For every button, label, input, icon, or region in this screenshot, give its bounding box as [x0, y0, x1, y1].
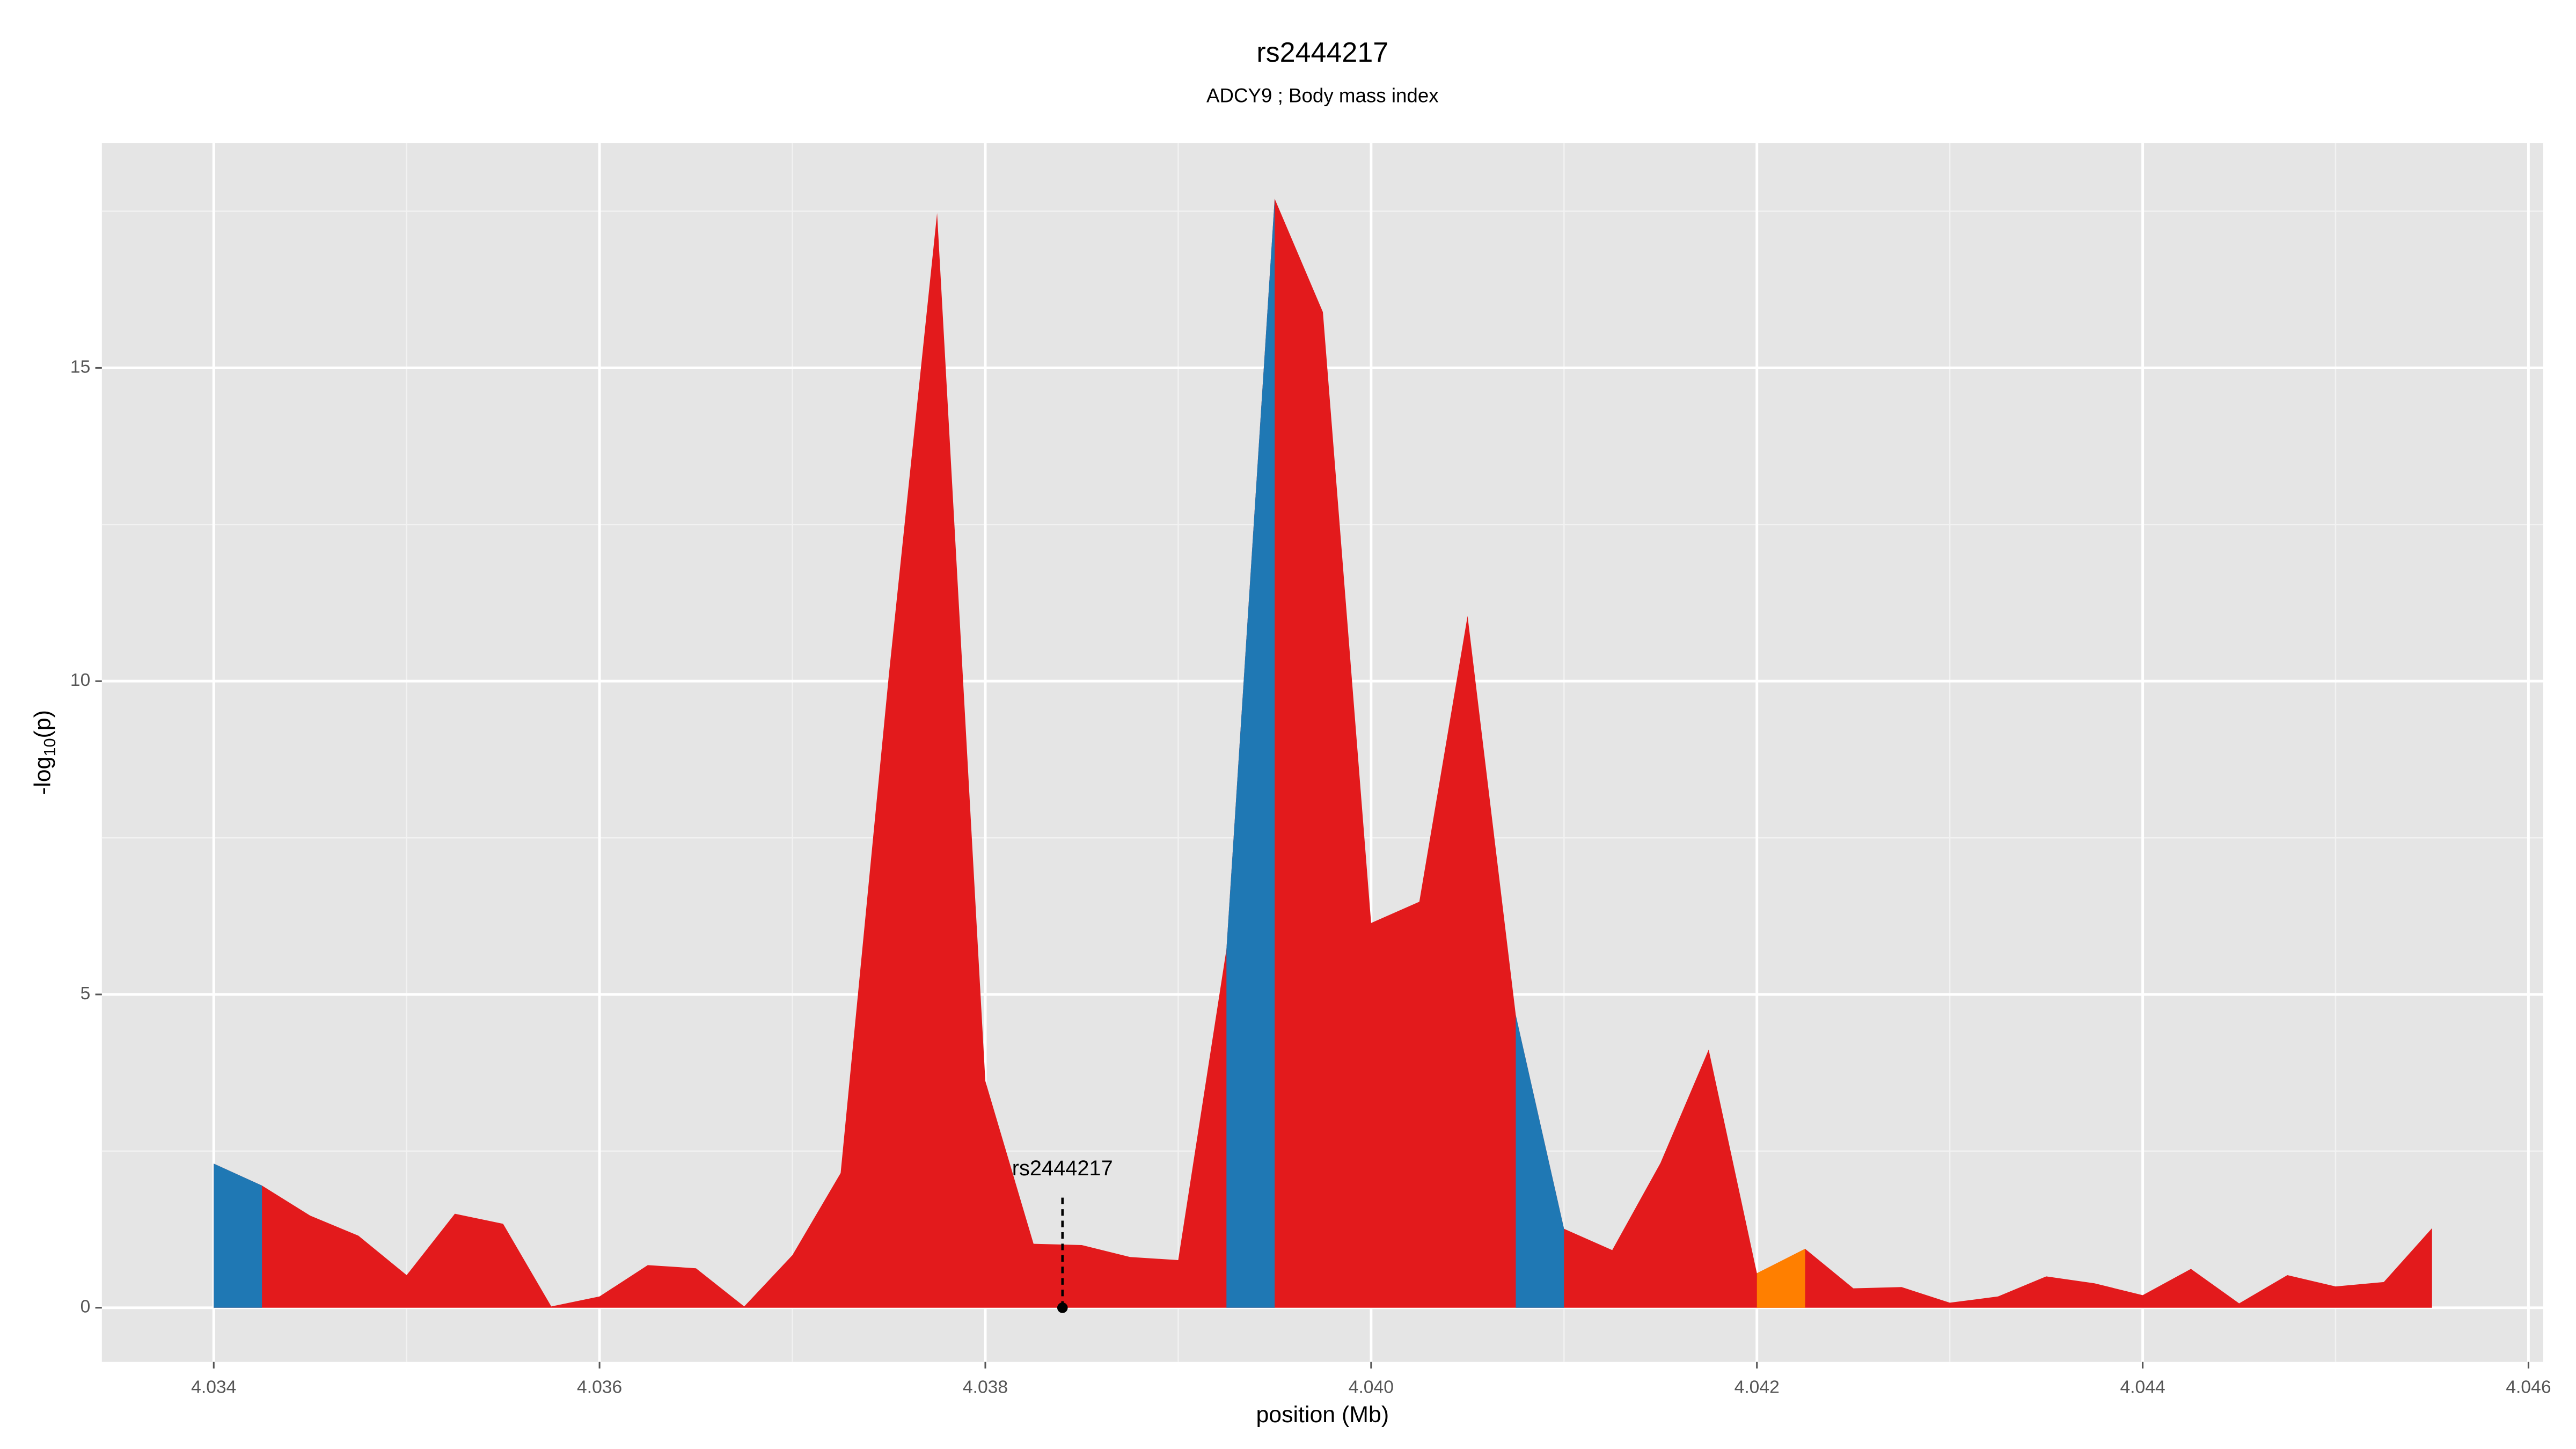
x-tick-label: 4.044 — [2120, 1378, 2165, 1397]
highlight-region — [1516, 1015, 1564, 1308]
y-tick-label: 5 — [80, 984, 91, 1004]
chart-title: rs2444217 — [1256, 37, 1388, 68]
annotation-label: rs2444217 — [1012, 1157, 1113, 1180]
x-tick-label: 4.036 — [577, 1378, 622, 1397]
x-axis-label: position (Mb) — [1256, 1402, 1389, 1428]
y-tick-label: 0 — [80, 1297, 91, 1317]
y-label-subscript: 10 — [41, 738, 59, 756]
area — [214, 199, 2432, 1308]
x-tick-label: 4.040 — [1349, 1378, 1394, 1397]
annotation-point — [1057, 1302, 1068, 1313]
x-tick-label: 4.034 — [191, 1378, 236, 1397]
y-axis-label: -log10(p) — [30, 710, 59, 795]
x-tick-label: 4.046 — [2506, 1378, 2551, 1397]
y-tick-label: 15 — [70, 357, 90, 377]
x-tick-label: 4.038 — [963, 1378, 1008, 1397]
y-label-suffix: (p) — [30, 710, 56, 738]
x-tick-label: 4.042 — [1735, 1378, 1780, 1397]
highlight-region — [1226, 199, 1275, 1308]
y-tick-label: 10 — [70, 670, 90, 690]
y-label-prefix: -log — [30, 757, 56, 795]
chart-subtitle: ADCY9 ; Body mass index — [1206, 84, 1439, 106]
highlight-region — [1757, 1249, 1805, 1308]
highlight-region — [214, 1163, 262, 1308]
